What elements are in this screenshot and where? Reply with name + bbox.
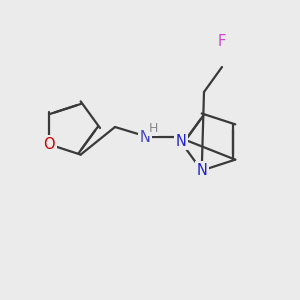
Text: O: O [44, 137, 55, 152]
Text: N: N [176, 134, 186, 148]
Text: N: N [140, 130, 150, 145]
Text: H: H [148, 122, 158, 134]
Text: F: F [218, 34, 226, 50]
Text: N: N [196, 163, 207, 178]
